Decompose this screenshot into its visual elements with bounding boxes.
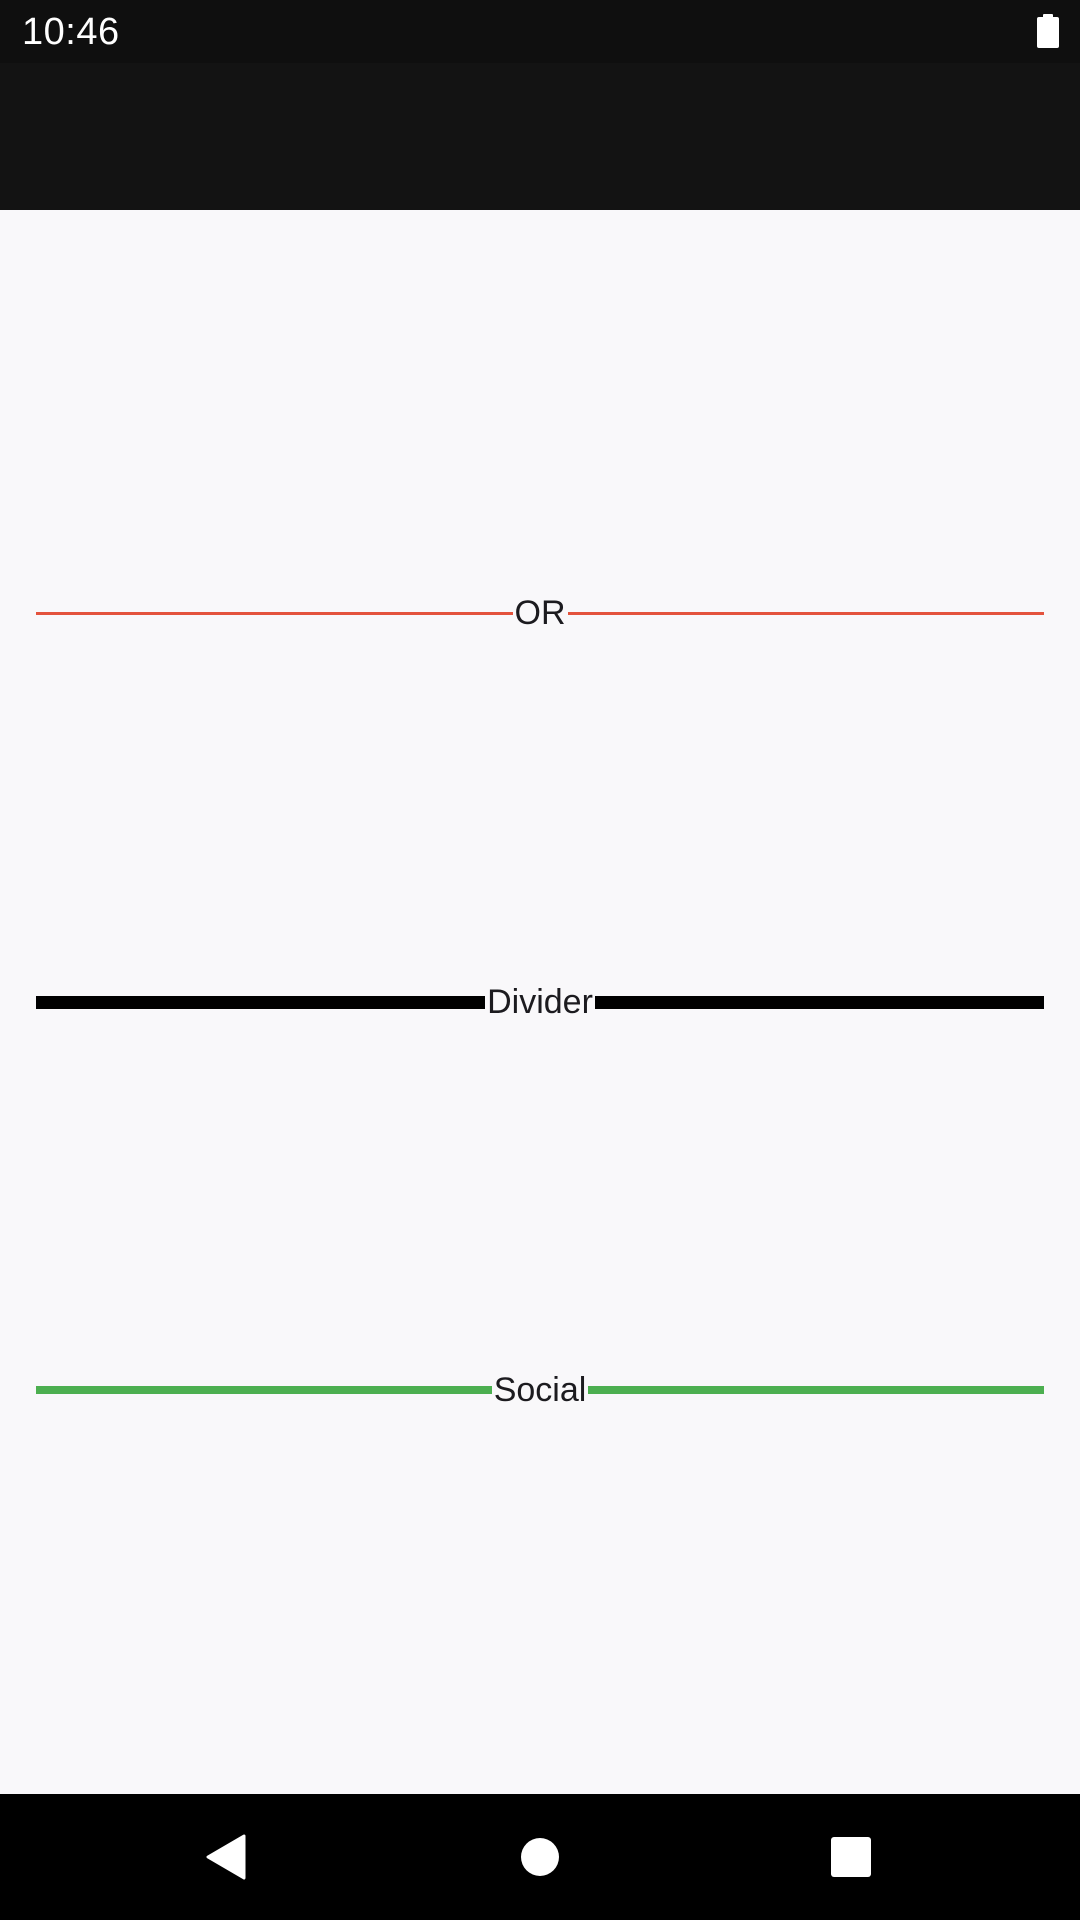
app-bar — [0, 63, 1080, 210]
divider-line-right — [588, 1386, 1045, 1394]
back-triangle-icon — [206, 1834, 246, 1880]
divider-label-social: Social — [493, 1371, 587, 1409]
divider-label-divider: Divider — [487, 983, 593, 1021]
battery-full-icon — [1037, 14, 1059, 48]
divider-line-right — [567, 611, 1044, 615]
divider-line-right — [594, 995, 1044, 1009]
home-button[interactable] — [507, 1824, 573, 1890]
navigation-bar — [0, 1794, 1080, 1920]
home-circle-icon — [521, 1838, 559, 1876]
divider-label-or: OR — [514, 594, 566, 632]
status-time: 10:46 — [22, 11, 120, 53]
recents-button[interactable] — [818, 1824, 884, 1890]
divider-line-left — [36, 611, 513, 615]
status-bar: 10:46 — [0, 0, 1080, 63]
social-divider: Social — [36, 1360, 1045, 1420]
thick-divider: Divider — [36, 972, 1044, 1032]
content-area: OR Divider Social — [0, 210, 1080, 1794]
recents-square-icon — [831, 1837, 871, 1877]
or-divider: OR — [36, 583, 1044, 643]
divider-line-left — [36, 995, 486, 1009]
back-button[interactable] — [193, 1824, 259, 1890]
divider-line-left — [36, 1386, 492, 1394]
